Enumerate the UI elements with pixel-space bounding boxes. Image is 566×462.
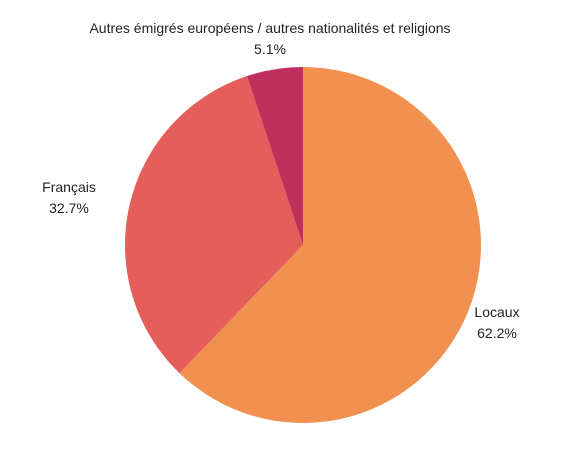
- slice-locaux: [179, 67, 481, 424]
- slice-francais: [124, 76, 303, 374]
- slice-value-autres: 5.1%: [254, 41, 286, 57]
- slice-label-locaux: Locaux: [474, 304, 519, 320]
- slice-labels: Locaux 62.2% Français 32.7% Autres émigr…: [42, 20, 519, 341]
- slice-value-locaux: 62.2%: [477, 325, 517, 341]
- slice-label-francais: Français: [42, 179, 96, 195]
- pie-slices: [124, 67, 481, 424]
- slice-value-francais: 32.7%: [49, 200, 89, 216]
- slice-label-autres: Autres émigrés européens / autres nation…: [89, 20, 450, 36]
- slice-autres: [246, 67, 303, 245]
